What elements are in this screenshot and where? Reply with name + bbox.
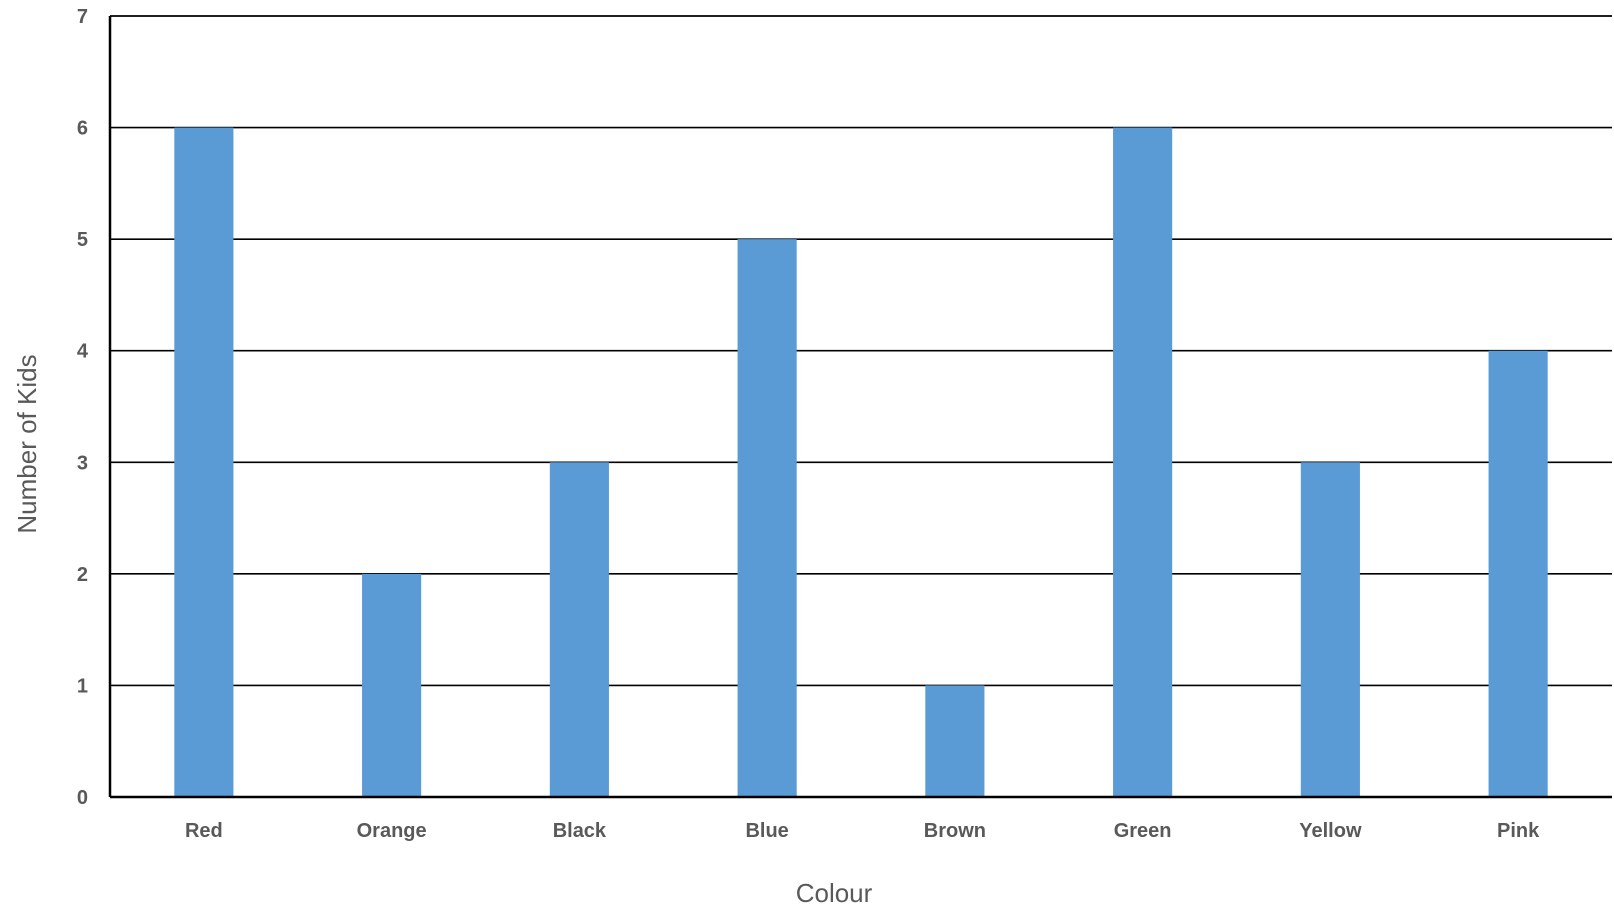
bar-pink: [1488, 350, 1548, 797]
bar-orange: [362, 573, 422, 797]
y-tick-labels: 0 1 2 3 4 5 6 7: [77, 6, 89, 809]
x-tick-label: Brown: [924, 820, 986, 842]
x-tick-label: Orange: [357, 820, 427, 842]
y-tick-label: 4: [77, 341, 89, 363]
bars: [174, 127, 1548, 798]
x-tick-label: Yellow: [1299, 820, 1362, 842]
axes: [108, 15, 1612, 799]
y-tick-label: 0: [77, 787, 88, 809]
x-tick-label: Blue: [745, 820, 788, 842]
x-tick-labels: Red Orange Black Blue Brown Green Yellow Pink: [185, 820, 1540, 842]
y-tick-label: 1: [77, 675, 88, 697]
x-tick-label: Green: [1114, 820, 1172, 842]
bar-brown: [925, 685, 985, 797]
bar-yellow: [1300, 462, 1360, 797]
x-tick-label: Pink: [1497, 820, 1540, 842]
x-axis-title: Colour: [796, 878, 873, 908]
x-tick-label: Red: [185, 820, 223, 842]
bar-blue: [737, 239, 797, 798]
y-tick-label: 2: [77, 564, 88, 586]
x-tick-label: Black: [553, 820, 607, 842]
y-tick-label: 6: [77, 118, 88, 140]
bar-green: [1113, 127, 1173, 798]
gridlines: [110, 15, 1612, 687]
bar-red: [174, 127, 234, 798]
y-tick-label: 5: [77, 229, 88, 251]
y-axis-title: Number of Kids: [12, 354, 42, 533]
y-tick-label: 3: [77, 452, 88, 474]
bar-black: [549, 462, 609, 797]
y-tick-label: 7: [77, 6, 88, 28]
